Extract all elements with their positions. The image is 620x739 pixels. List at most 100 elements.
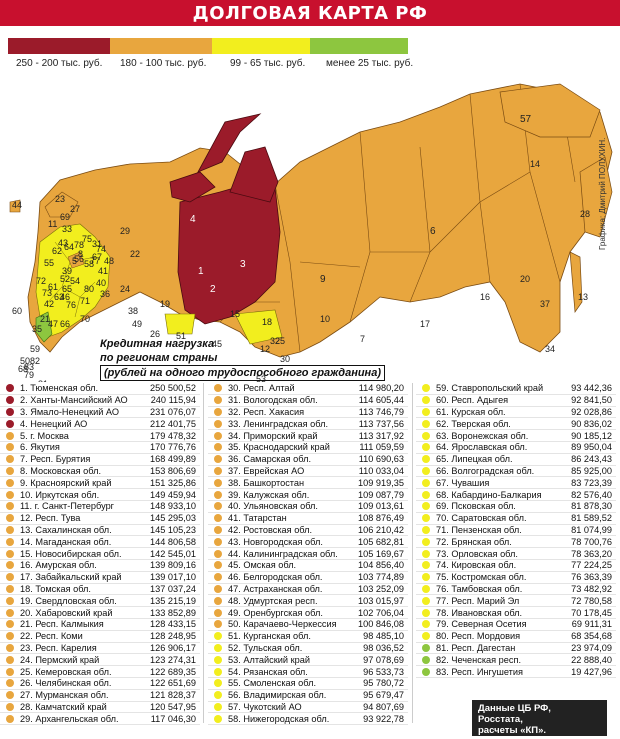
debt-value: 149 459,94 [150,489,196,500]
region-name: 38. Башкортостан [228,477,305,488]
color-dot-icon [214,655,222,664]
debt-value: 109 087,79 [358,489,404,500]
debt-value: 148 933,10 [150,501,196,512]
map-region-kurgan [164,313,196,335]
color-dot-icon [214,561,222,570]
map-label-52: 52 [60,274,70,284]
map-label-23: 23 [55,194,65,204]
map-label-12: 12 [260,344,270,354]
map-label-72: 72 [36,276,46,286]
color-dot-icon [214,667,222,676]
region-name: 35. Краснодарский край [228,442,330,453]
color-dot-icon [6,431,14,440]
map-label-10: 10 [320,314,330,324]
color-dot-icon [214,431,222,440]
debt-value: 153 806,69 [150,465,196,476]
region-name: 52. Тульская обл. [228,642,303,653]
table-row: 56. Владимирская обл. 95 679,47 [208,690,408,702]
debt-value: 123 274,31 [150,654,196,665]
color-dot-icon [422,655,430,664]
map-label-78: 78 [74,240,84,250]
debt-value: 93 922,78 [363,713,404,724]
color-dot-icon [214,679,222,688]
legend-label-orange: 180 - 100 тыс. руб. [120,58,207,69]
region-name: 49. Оренбургская обл. [228,607,323,618]
color-dot-icon [6,691,14,700]
map-label-43: 43 [58,238,68,248]
region-name: 9. Красноярский край [20,477,112,488]
map-label-63: 63 [54,292,64,302]
region-name: 26. Челябинская обл. [20,678,112,689]
color-dot-icon [6,443,14,452]
table-column-3: 59. Ставропольский край 93 442,36 60. Респ… [416,383,616,678]
map-label-57: 57 [520,114,532,125]
map-label-44: 44 [12,200,22,210]
region-name: 72. Брянская обл. [436,536,512,547]
color-dot-icon [422,596,430,605]
color-dot-icon [214,514,222,523]
region-name: 30. Респ. Алтай [228,383,295,394]
debt-value: 100 846,08 [358,619,404,630]
debt-value: 122 689,35 [150,666,196,677]
color-dot-icon [6,584,14,593]
debt-value: 151 325,86 [150,477,196,488]
table-row: 24. Пермский край 123 274,31 [0,654,200,667]
map-label-2: 2 [210,284,216,295]
color-dot-icon [6,620,14,629]
map-sakhalin [569,251,583,313]
debt-value: 98 485,10 [363,631,404,642]
map-label-59: 59 [30,344,40,354]
region-name: 42. Ростовская обл. [228,524,313,535]
table-row: 42. Ростовская обл. 106 210,42 [208,525,408,537]
debt-value: 22 888,40 [571,654,612,665]
map-kamchatka [579,156,613,238]
color-dot-icon [214,455,222,464]
region-name: 17. Забайкальский край [20,572,122,583]
debt-value: 70 178,45 [571,607,612,618]
table-row: 9. Красноярский край 151 325,86 [0,477,200,490]
region-name: 73. Орловская обл. [436,548,518,559]
debt-value: 111 059,59 [359,442,404,453]
debt-value: 110 690,63 [358,454,404,465]
debt-value: 109 013,61 [358,501,404,512]
region-name: 25. Кемеровская обл. [20,666,112,677]
debt-value: 103 774,89 [358,572,404,583]
graphic-credit: Графика: Дмитрий ПОЛУХИН. [598,137,607,250]
caption-line-1: Кредитная нагрузка [100,338,215,350]
map-novaya-zemlya [197,113,262,173]
debt-value: 145 295,03 [150,513,196,524]
debt-value: 128 248,95 [150,631,196,642]
map-caption: Кредитная нагрузка по регионам страны (р… [100,337,400,381]
color-dot-icon [214,714,222,723]
color-dot-icon [422,584,430,593]
region-name: 77. Респ. Марий Эл [436,595,520,606]
table-row: 29. Архангельская обл. 117 046,30 [0,713,200,726]
table-row: 19. Свердловская обл. 135 215,19 [0,595,200,608]
debt-value: 250 500,52 [150,383,196,394]
region-name: 70. Саратовская обл. [436,513,527,524]
map-label-45: 45 [212,339,222,349]
debt-value: 72 780,58 [571,595,612,606]
region-name: 23. Респ. Карелия [20,642,97,653]
region-name: 71. Пензенская обл. [436,524,522,535]
table-row: 5. г. Москва 179 478,32 [0,430,200,442]
color-dot-icon [6,655,14,664]
color-dot-icon [422,561,430,570]
debt-value: 86 243,43 [571,454,612,465]
map-label-76: 76 [66,300,76,310]
color-dot-icon [422,643,430,652]
map-label-19: 19 [160,299,170,309]
color-dot-icon [214,632,222,641]
map-label-27: 27 [70,204,80,214]
color-dot-icon [6,632,14,641]
map-label-37: 37 [540,299,550,309]
color-dot-icon [214,573,222,582]
map-region-labels: 1 2 3 4 5 6 7 8 9 10 11 12 13 14 15 16 1… [12,114,590,389]
debt-value: 92 028,86 [571,406,612,417]
region-name: 82. Чеченская респ. [436,654,522,665]
debt-value: 92 841,50 [571,395,612,406]
map-label-33: 33 [62,224,72,234]
map-label-42: 42 [44,299,54,309]
debt-value: 102 706,04 [358,607,404,618]
region-name: 43. Новгородская обл. [228,536,323,547]
